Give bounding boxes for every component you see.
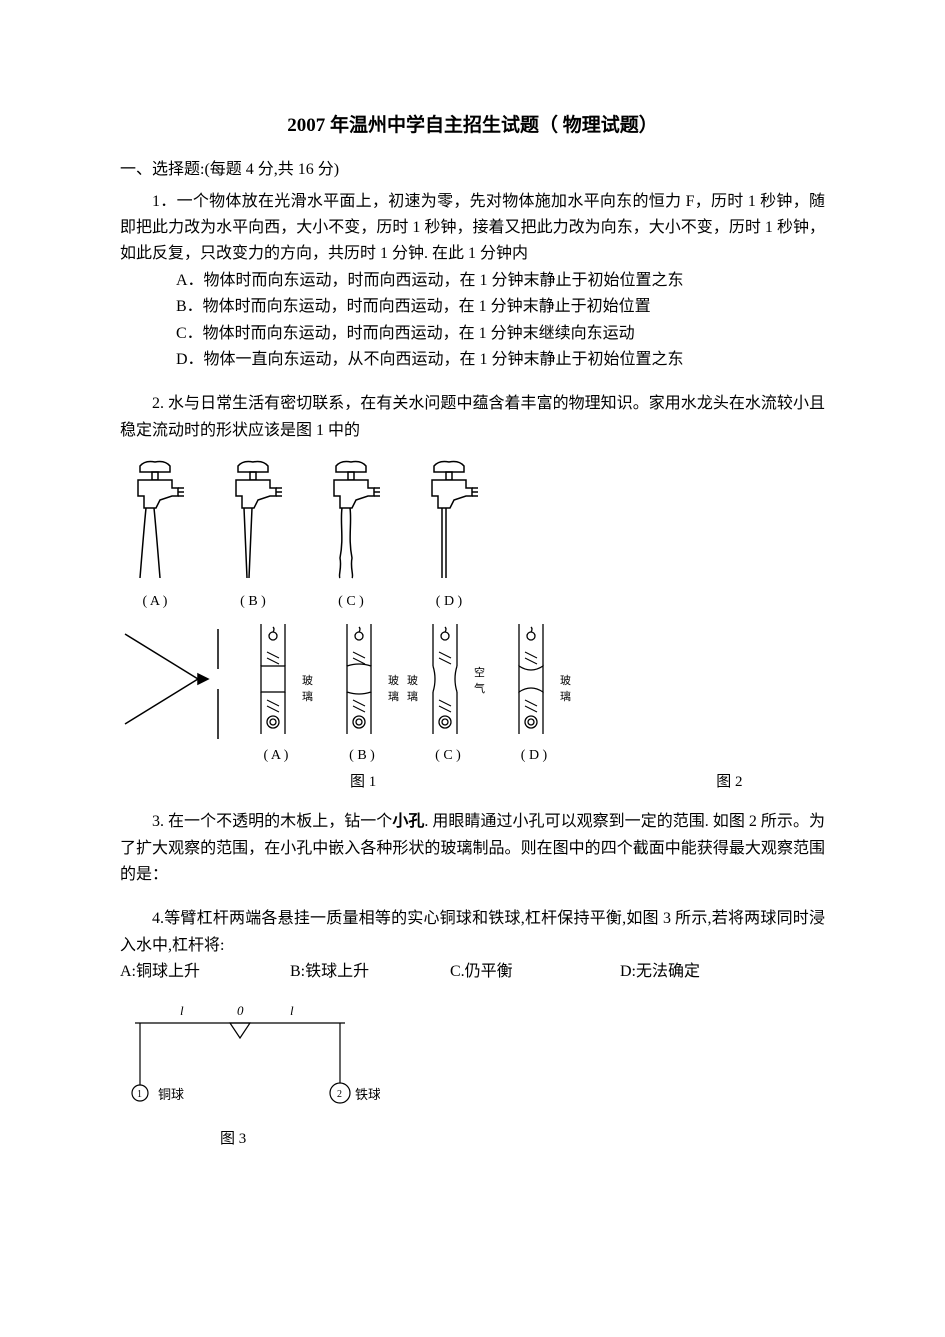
glass-label-c: ( C ): [417, 748, 479, 764]
faucet-labels: ( A ) ( B ) ( C ) ( D ): [120, 594, 825, 610]
glass-labels: ( A ) ( B ) ( C ) ( D ): [245, 748, 825, 764]
faucet-a: [120, 458, 190, 588]
q1-choice-c: C．物体时而向东运动，时而向西运动，在 1 分钟末继续向东运动: [176, 321, 825, 347]
q4-choice-c: C.仍平衡: [450, 959, 620, 985]
glass-label-d: ( D ): [503, 748, 565, 764]
svg-text:0: 0: [237, 1003, 244, 1018]
q1-text: 1．一个物体放在光滑水平面上，初速为零，先对物体施加水平向东的恒力 F，历时 1…: [120, 189, 825, 268]
row2: 玻 璃 玻 璃: [120, 624, 825, 744]
q2-text: 2. 水与日常生活有密切联系，在有关水问题中蕴含着丰富的物理知识。家用水龙头在水…: [120, 391, 825, 444]
glass-anno-c1: 空 气: [474, 664, 485, 696]
glass-label-b: ( B ): [331, 748, 393, 764]
section-header: 一、选择题:(每题 4 分,共 16 分): [120, 157, 825, 183]
q4-choice-a: A:铜球上升: [120, 959, 290, 985]
faucet-d: [414, 458, 484, 588]
q4-choice-b: B:铁球上升: [290, 959, 450, 985]
svg-text:铁球: 铁球: [355, 1087, 380, 1102]
svg-text:l: l: [180, 1003, 184, 1018]
glass-anno-a: 玻 璃: [302, 672, 313, 704]
glass-b: 玻 璃: [331, 624, 393, 734]
faucet-c: [316, 458, 386, 588]
q4-text: 4.等臂杠杆两端各悬挂一质量相等的实心铜球和铁球,杠杆保持平衡,如图 3 所示,…: [120, 906, 825, 959]
fig2-caption: 图 2: [716, 770, 742, 791]
q3-text: 3. 在一个不透明的木板上，钻一个小孔. 用眼睛通过小孔可以观察到一定的范围. …: [120, 809, 825, 888]
svg-text:铜球: 铜球: [158, 1087, 184, 1102]
lever-diagram: l 0 l 1 2 铜球 铁球: [120, 993, 380, 1123]
q1-choice-d: D．物体一直向东运动，从不向西运动，在 1 分钟末静止于初始位置之东: [176, 347, 825, 373]
svg-text:1: 1: [137, 1089, 142, 1100]
q1-choice-a: A．物体时而向东运动，时而向西运动，在 1 分钟末静止于初始位置之东: [176, 268, 825, 294]
glass-anno-b: 玻 璃: [388, 672, 399, 704]
glass-c: 空 气 玻 璃: [417, 624, 479, 734]
svg-text:l: l: [290, 1003, 294, 1018]
faucet-row: [120, 458, 825, 588]
glass-row: 玻 璃 玻 璃: [245, 624, 565, 734]
glass-anno-d: 玻 璃: [560, 672, 571, 704]
fig3-caption: 图 3: [220, 1127, 825, 1148]
faucet-label-a: ( A ): [120, 594, 190, 610]
page-title: 2007 年温州中学自主招生试题（ 物理试题）: [120, 110, 825, 137]
faucet-b: [218, 458, 288, 588]
fig1-caption: 图 1: [350, 770, 376, 791]
faucet-label-b: ( B ): [218, 594, 288, 610]
fig-captions: 图 1 图 2: [120, 770, 825, 791]
glass-d: 玻 璃: [503, 624, 565, 734]
faucet-label-c: ( C ): [316, 594, 386, 610]
glass-anno-c2: 玻 璃: [407, 672, 418, 704]
svg-text:2: 2: [337, 1089, 342, 1100]
q4-choices: A:铜球上升 B:铁球上升 C.仍平衡 D:无法确定: [120, 959, 825, 985]
faucet-label-d: ( D ): [414, 594, 484, 610]
glass-a: 玻 璃: [245, 624, 307, 734]
q1-choice-b: B．物体时而向东运动，时而向西运动，在 1 分钟末静止于初始位置: [176, 294, 825, 320]
pinhole-diagram: [120, 624, 230, 744]
q3-bold: 小孔: [392, 813, 424, 830]
q4-choice-d: D:无法确定: [620, 959, 700, 985]
q3-pre: 3. 在一个不透明的木板上，钻一个: [152, 813, 392, 830]
glass-label-a: ( A ): [245, 748, 307, 764]
q1-choices: A．物体时而向东运动，时而向西运动，在 1 分钟末静止于初始位置之东 B．物体时…: [120, 268, 825, 374]
